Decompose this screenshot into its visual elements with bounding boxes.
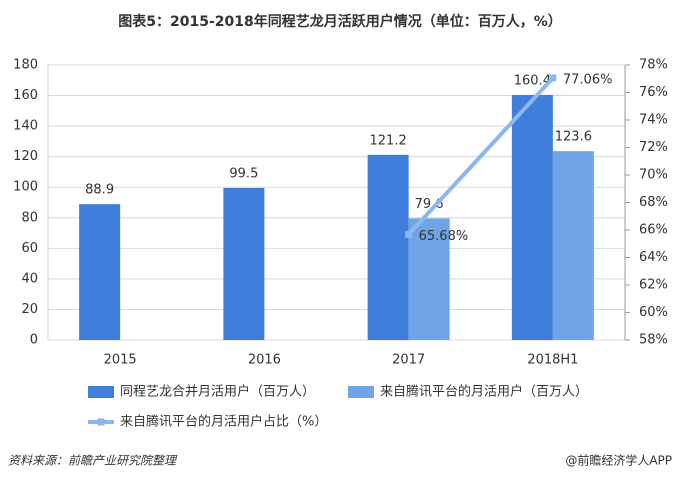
y2-tick-label: 60% xyxy=(639,305,668,320)
bar-value-label: 88.9 xyxy=(85,183,114,198)
x-tick-label: 2018H1 xyxy=(527,353,578,368)
y2-tick-label: 78% xyxy=(639,58,668,73)
legend-label: 来自腾讯平台的月活用户（百万人） xyxy=(380,384,588,400)
y-tick-label: 40 xyxy=(21,271,38,286)
bar-value-label: 99.5 xyxy=(229,166,258,181)
line-value-label: 77.06% xyxy=(563,72,613,87)
y2-tick-label: 74% xyxy=(639,113,668,128)
legend-marker xyxy=(97,418,105,426)
y-tick-label: 160 xyxy=(13,88,38,103)
y-tick-label: 180 xyxy=(13,58,38,73)
bar xyxy=(408,218,450,340)
y-tick-label: 140 xyxy=(13,119,38,134)
y-tick-label: 60 xyxy=(21,241,38,256)
legend-label: 同程艺龙合并月活用户（百万人） xyxy=(120,384,315,400)
credit: @前瞻经济学人APP xyxy=(565,453,672,468)
y2-tick-label: 64% xyxy=(639,250,668,265)
legend-swatch xyxy=(88,386,114,398)
line-value-label: 65.68% xyxy=(419,229,469,244)
bar xyxy=(79,204,121,340)
line-marker xyxy=(405,230,413,238)
x-tick-label: 2016 xyxy=(248,353,281,368)
line-marker xyxy=(549,74,557,82)
y2-tick-label: 58% xyxy=(639,333,668,348)
y2-tick-label: 70% xyxy=(639,168,668,183)
y-tick-label: 0 xyxy=(30,333,38,348)
y-tick-label: 20 xyxy=(21,302,38,317)
bar xyxy=(223,187,265,340)
y2-tick-label: 76% xyxy=(639,85,668,100)
y-tick-label: 120 xyxy=(13,149,38,164)
y2-tick-label: 68% xyxy=(639,195,668,210)
x-tick-label: 2015 xyxy=(104,353,137,368)
bar-value-label: 79.6 xyxy=(415,197,444,212)
bar xyxy=(511,94,553,340)
y2-tick-label: 66% xyxy=(639,223,668,238)
legend-label: 来自腾讯平台的月活用户占比（%） xyxy=(120,414,327,430)
chart-title: 图表5：2015-2018年同程艺龙月活跃用户情况（单位：百万人，%） xyxy=(118,13,562,30)
legend-swatch xyxy=(348,386,374,398)
bar-value-label: 121.2 xyxy=(370,133,407,148)
y-tick-label: 80 xyxy=(21,210,38,225)
y2-tick-label: 72% xyxy=(639,140,668,155)
y2-tick-label: 62% xyxy=(639,278,668,293)
x-tick-label: 2017 xyxy=(392,353,425,368)
source-note: 资料来源：前瞻产业研究院整理 xyxy=(8,454,178,468)
bar-value-label: 160.4 xyxy=(514,73,551,88)
line-series xyxy=(407,76,555,236)
bar-value-label: 123.6 xyxy=(555,130,592,145)
y-tick-label: 100 xyxy=(13,180,38,195)
bar xyxy=(367,154,409,340)
bar xyxy=(552,151,594,340)
